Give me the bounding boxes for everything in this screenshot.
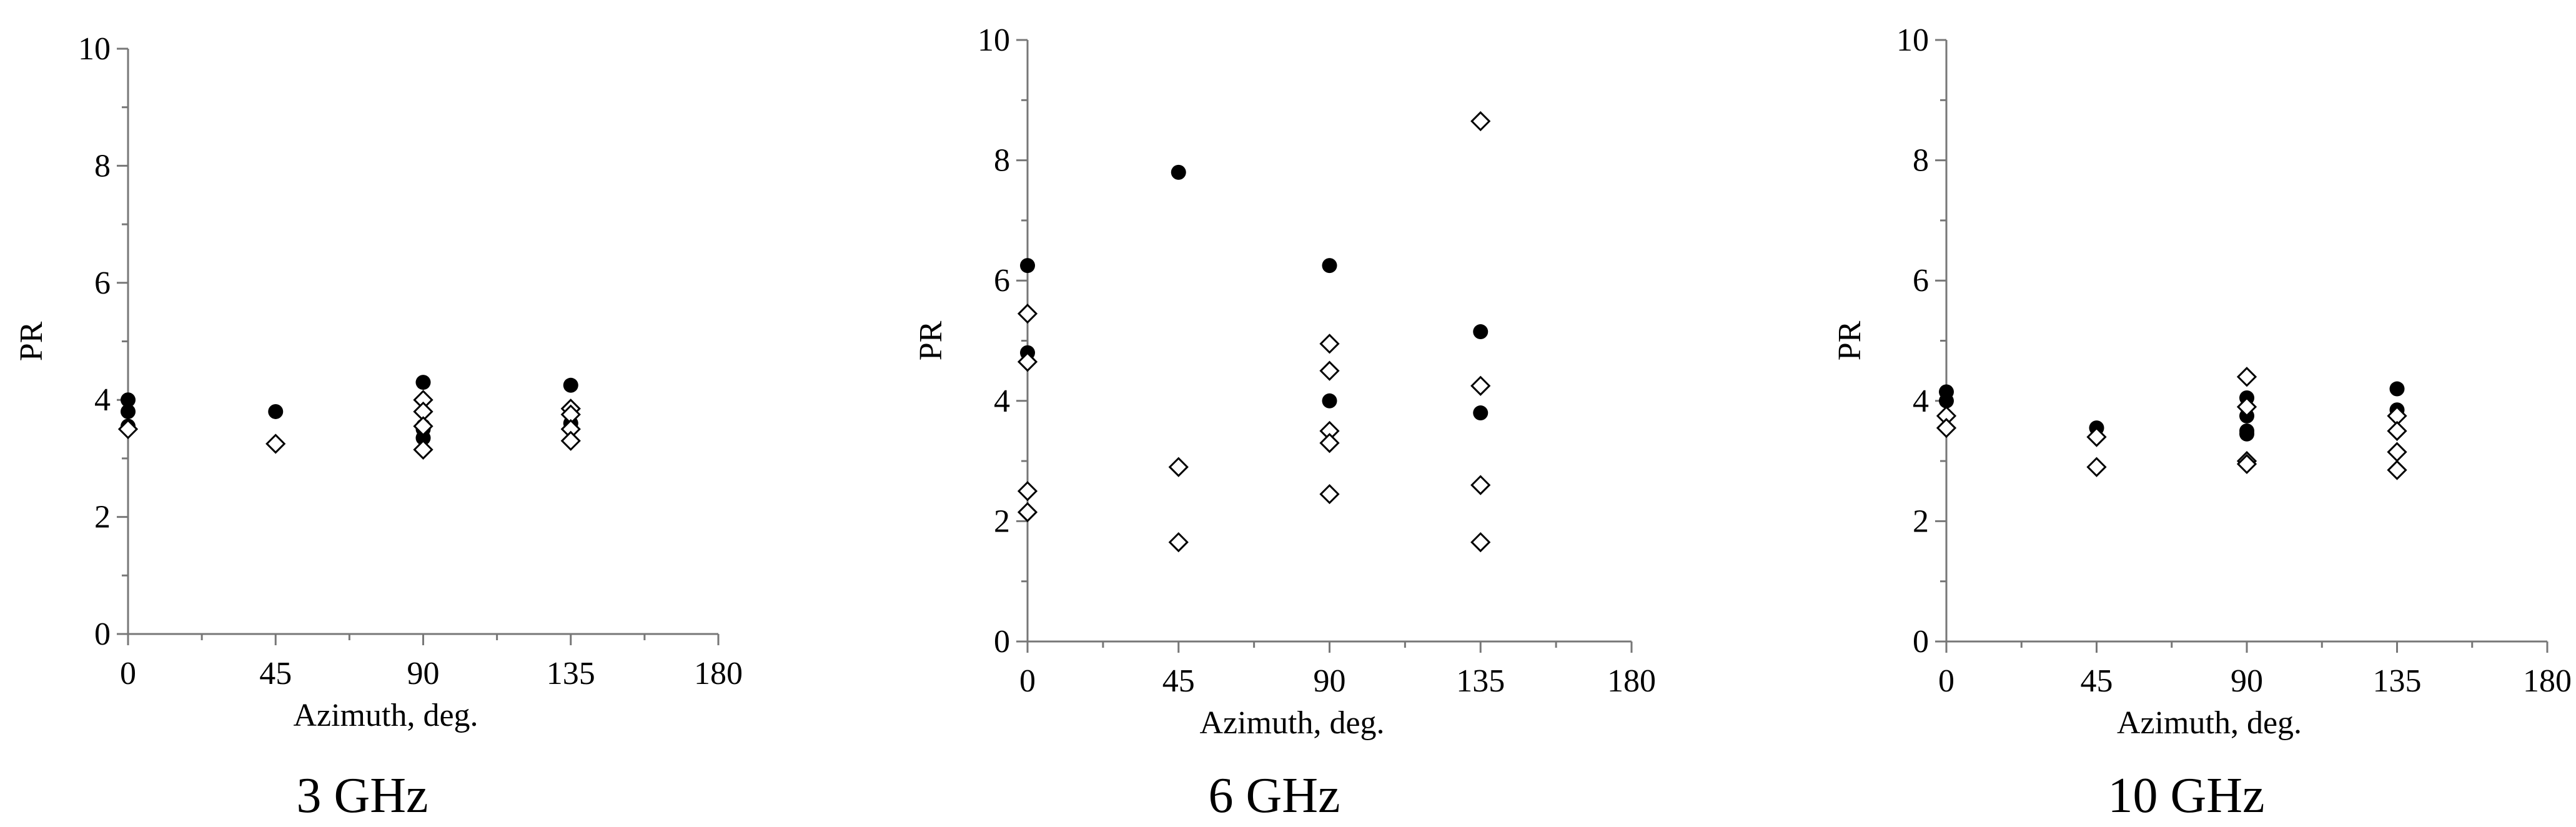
data-point-filled-circle [121, 392, 136, 408]
data-point-filled-circle [2239, 426, 2254, 442]
chart-panel-3ghz: 0 2 4 6 8 10 0 45 90 135 180 Azimuth, deg. PR 3 GHz [0, 0, 812, 827]
data-point-filled-circle [121, 404, 136, 419]
x-tick-label: 135 [1456, 663, 1505, 699]
data-point-open-diamond [1168, 457, 1189, 477]
data-point-filled-circle [1939, 393, 1954, 409]
y-tick-label: 2 [94, 500, 111, 535]
data-point-open-diamond [2086, 457, 2107, 477]
x-tick-label: 0 [1938, 663, 1954, 699]
x-tick-label: 180 [694, 656, 743, 691]
chart-caption: 10 GHz [2108, 768, 2264, 823]
x-tick-label: 0 [120, 656, 136, 691]
data-point-open-diamond [2236, 397, 2257, 417]
data-point-open-diamond [117, 418, 139, 440]
data-point-filled-circle [415, 375, 431, 390]
y-tick-label: 10 [1896, 22, 1929, 58]
data-point-filled-circle [1322, 393, 1337, 409]
x-tick-label: 90 [1314, 663, 1346, 699]
data-point-open-diamond [1017, 304, 1038, 324]
chart-caption: 3 GHz [296, 768, 428, 823]
y-tick-label: 4 [1913, 384, 1929, 419]
y-tick-label: 0 [94, 617, 111, 652]
y-axis-title: PR [1832, 320, 1868, 360]
y-tick-label: 8 [1913, 143, 1929, 179]
data-point-open-diamond [413, 416, 433, 437]
y-tick-label: 0 [1913, 624, 1929, 660]
scatter-chart-6ghz: 0 2 4 6 8 10 0 45 90 135 180 Azimuth, deg. PR 6 GHz [913, 22, 1656, 823]
scatter-chart-3ghz: 0 2 4 6 8 10 0 45 90 135 180 Azimuth, deg. PR 3 GHz [14, 31, 743, 823]
x-tick-label: 45 [2081, 663, 2113, 699]
y-tick-label: 2 [1913, 503, 1929, 539]
data-point-filled-circle [1171, 164, 1186, 180]
data-point-open-diamond [1470, 375, 1491, 396]
data-point-filled-circle [415, 430, 431, 446]
data-point-open-diamond [1319, 360, 1340, 381]
y-tick-label: 10 [78, 31, 111, 67]
x-tick-label: 135 [2373, 663, 2422, 699]
x-axis-title: Azimuth, deg. [1199, 705, 1384, 741]
data-point-filled-circle [563, 377, 578, 393]
data-point-open-diamond [1319, 433, 1340, 453]
x-tick-label: 135 [547, 656, 595, 691]
data-point-open-diamond [2387, 420, 2407, 442]
y-tick-label: 2 [994, 503, 1010, 539]
y-axis-title: PR [14, 321, 49, 361]
y-tick-label: 8 [994, 143, 1010, 179]
x-tick-label: 180 [2523, 663, 2572, 699]
y-tick-label: 6 [94, 265, 111, 301]
y-tick-label: 4 [994, 384, 1010, 419]
y-axis-title: PR [913, 320, 949, 360]
chart-panel-10ghz: 0 2 4 6 8 10 0 45 90 135 180 Azimuth, deg. PR 10 GHz [1799, 0, 2574, 827]
data-point-open-diamond [2086, 427, 2107, 447]
chart-caption: 6 GHz [1208, 768, 1340, 823]
data-point-open-diamond [2236, 453, 2257, 475]
scatter-chart-10ghz: 0 2 4 6 8 10 0 45 90 135 180 Azimuth, deg. PR 10 GHz [1832, 22, 2572, 823]
data-point-filled-circle [1020, 258, 1035, 274]
data-point-open-diamond [2387, 460, 2407, 480]
data-point-open-diamond [1319, 483, 1340, 505]
data-point-filled-circle [1322, 258, 1337, 274]
x-tick-label: 0 [1019, 663, 1036, 699]
data-point-filled-circle [1473, 405, 1489, 421]
x-tick-label: 180 [1607, 663, 1656, 699]
y-tick-label: 8 [94, 148, 111, 184]
data-point-open-diamond [1470, 475, 1491, 495]
data-point-filled-circle [1473, 324, 1489, 340]
data-point-open-diamond [1017, 481, 1038, 502]
data-point-open-diamond [413, 439, 433, 460]
data-point-open-diamond [265, 433, 286, 454]
x-tick-label: 45 [259, 656, 292, 691]
y-tick-label: 6 [1913, 263, 1929, 299]
x-tick-label: 90 [407, 656, 440, 691]
data-point-filled-circle [268, 404, 284, 419]
y-tick-label: 6 [994, 263, 1010, 299]
data-point-open-diamond [1470, 111, 1491, 132]
data-point-open-diamond [1319, 334, 1340, 354]
y-tick-label: 4 [94, 382, 111, 418]
data-point-open-diamond [2387, 442, 2407, 462]
data-point-open-diamond [560, 430, 581, 451]
chart-panel-6ghz: 0 2 4 6 8 10 0 45 90 135 180 Azimuth, deg. PR 6 GHz [887, 0, 1699, 827]
data-point-open-diamond [1470, 532, 1491, 553]
x-axis-title: Azimuth, deg. [2117, 705, 2302, 741]
data-point-open-diamond [1017, 352, 1038, 372]
data-point-open-diamond [1936, 418, 1957, 438]
data-point-filled-circle [2389, 381, 2405, 397]
x-axis-title: Azimuth, deg. [293, 698, 478, 733]
data-point-open-diamond [1017, 502, 1038, 523]
y-tick-label: 0 [994, 624, 1010, 660]
data-point-open-diamond [1168, 532, 1189, 553]
y-tick-label: 10 [978, 22, 1010, 58]
data-point-open-diamond [2236, 367, 2257, 387]
x-tick-label: 90 [2231, 663, 2263, 699]
x-tick-label: 45 [1162, 663, 1195, 699]
